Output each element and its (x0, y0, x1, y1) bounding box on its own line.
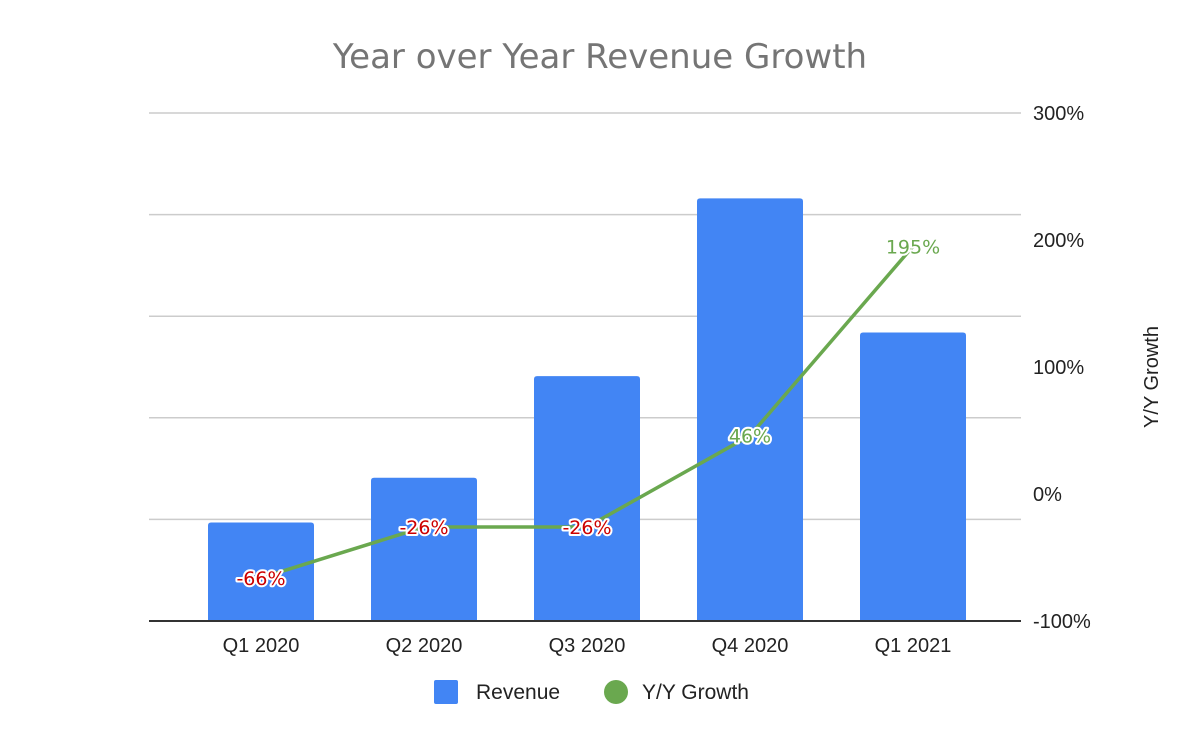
revenue-bars (208, 198, 966, 621)
legend: Revenue Y/Y Growth (434, 680, 749, 704)
right-axis-tick-label: 200% (1033, 230, 1084, 252)
x-axis-tick-label: Q1 2020 (223, 635, 300, 657)
growth-data-label: -66% (236, 568, 285, 590)
legend-revenue-label[interactable]: Revenue (476, 681, 560, 704)
growth-data-labels: -66% -26% -26% 46% 195% (234, 234, 942, 591)
revenue-bar (534, 376, 640, 621)
legend-growth-label[interactable]: Y/Y Growth (642, 681, 749, 704)
legend-revenue-swatch[interactable] (434, 680, 458, 704)
x-axis-tick-label: Q3 2020 (549, 635, 626, 657)
growth-data-label: 46% (729, 426, 771, 448)
revenue-bar (860, 332, 966, 621)
x-axis-tick-labels: Q1 2020 Q2 2020 Q3 2020 Q4 2020 Q1 2021 (223, 635, 952, 657)
growth-data-label: 195% (886, 236, 940, 258)
legend-growth-swatch[interactable] (604, 680, 628, 704)
x-axis-tick-label: Q2 2020 (386, 635, 463, 657)
growth-data-label: -26% (399, 517, 448, 539)
x-axis-tick-label: Q1 2021 (875, 635, 952, 657)
right-axis-tick-label: -100% (1033, 611, 1091, 633)
right-axis-tick-label: 0% (1033, 484, 1062, 506)
x-axis-tick-label: Q4 2020 (712, 635, 789, 657)
growth-line (260, 245, 915, 580)
revenue-bar (697, 198, 803, 621)
chart-title: Year over Year Revenue Growth (332, 37, 867, 77)
growth-data-label: -26% (562, 517, 611, 539)
revenue-bar (371, 477, 477, 621)
right-axis-tick-label: 300% (1033, 103, 1084, 125)
revenue-bar (208, 522, 314, 621)
right-axis-title: Y/Y Growth (1141, 326, 1163, 428)
right-axis-tick-label: 100% (1033, 357, 1084, 379)
right-axis-tick-labels: 300% 200% 100% 0% -100% (1033, 103, 1091, 633)
